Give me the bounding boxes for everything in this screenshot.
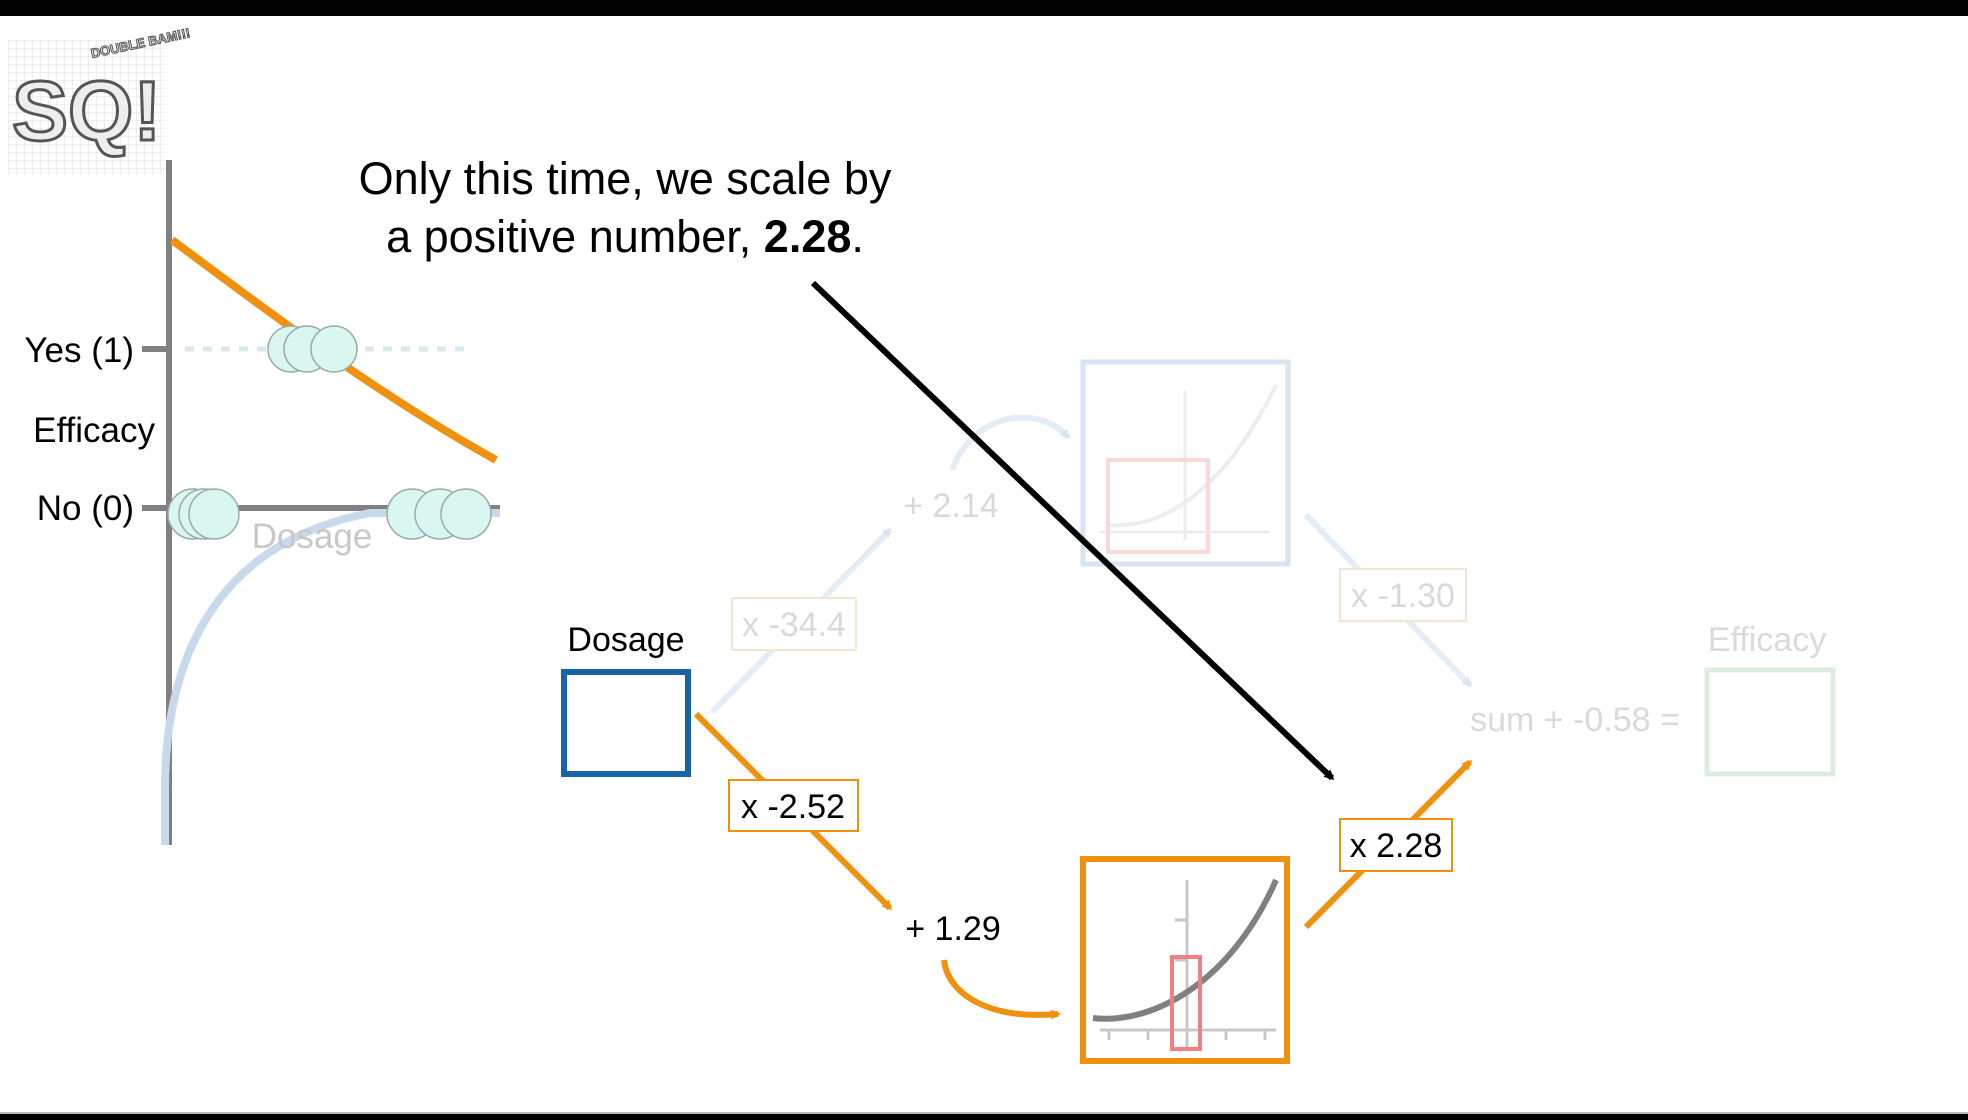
data-point	[188, 488, 240, 540]
faded-top-out-weight-box	[1339, 568, 1467, 622]
y-tick-label-no: No (0)	[37, 489, 134, 528]
sum-text: sum + -0.58 =	[1470, 701, 1680, 739]
logo: SQ! DOUBLE BAM!!!	[8, 25, 192, 175]
mini-plot-curve	[1092, 878, 1279, 1022]
input-label: Dosage	[567, 621, 684, 659]
faded-top-out-weight-text: x -1.30	[1351, 577, 1455, 615]
faded-blue-curve	[161, 509, 500, 845]
faded-top-branch: x -34.4 + 2.14 x -1.30	[709, 359, 1473, 715]
faded-mini-highlight	[1106, 458, 1210, 554]
faded-top-bias-text: + 2.14	[903, 487, 998, 525]
caption-line-1: Only this time, we scale by	[359, 153, 892, 204]
efficacy-plot: Yes (1) Efficacy No (0) Dosage	[24, 160, 500, 845]
bottom-out-weight-box	[1339, 818, 1453, 872]
bottom-weight-text: x -2.52	[741, 788, 845, 826]
active-bottom-branch: x -2.52 + 1.29 x 2.28	[693, 711, 1473, 1064]
logo-main-text: SQ!	[12, 64, 161, 158]
pointer-arrow	[810, 280, 1335, 781]
faded-curved-arrow	[949, 414, 1071, 472]
faded-top-weight-text: x -34.4	[742, 606, 846, 644]
faded-mini-curve	[1107, 384, 1278, 528]
data-point	[310, 325, 358, 373]
output-label: Efficacy	[1708, 621, 1826, 659]
data-point	[440, 488, 492, 540]
curved-arrow-bias-to-activation	[941, 959, 1061, 1020]
bottom-weight-box	[728, 779, 859, 832]
caption-highlight-number: 2.28	[764, 211, 852, 262]
bottom-bias-text: + 1.29	[905, 910, 1000, 948]
slide-background	[0, 16, 1968, 1112]
mini-plot-ticks	[1107, 918, 1267, 1040]
logo-grid	[8, 40, 166, 175]
y-tick-label-yes: Yes (1)	[24, 331, 134, 370]
input-box	[561, 669, 691, 777]
caption-line-2-suffix: .	[851, 211, 864, 262]
faded-top-weight-box	[731, 597, 857, 651]
output-box	[1704, 667, 1836, 777]
mini-plot-highlight	[1170, 955, 1202, 1051]
caption-line-2: a positive number, 2.28.	[386, 211, 864, 262]
x-axis-label: Dosage	[252, 517, 373, 556]
caption-line-2-prefix: a positive number,	[386, 211, 764, 262]
y-axis-label: Efficacy	[33, 411, 155, 450]
bottom-out-weight-text: x 2.28	[1350, 827, 1443, 865]
